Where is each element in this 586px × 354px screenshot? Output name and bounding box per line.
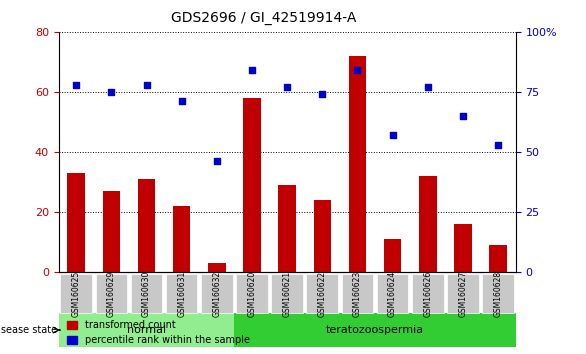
Text: GSM160629: GSM160629 xyxy=(107,270,116,317)
Point xyxy=(318,91,327,97)
Bar xyxy=(103,191,120,272)
Bar xyxy=(314,200,331,272)
Bar xyxy=(349,56,366,272)
Text: GSM160623: GSM160623 xyxy=(353,270,362,317)
FancyBboxPatch shape xyxy=(236,274,268,313)
Point xyxy=(71,82,81,87)
Bar xyxy=(278,185,296,272)
Text: teratozoospermia: teratozoospermia xyxy=(326,325,424,335)
Point xyxy=(493,142,503,148)
Text: normal: normal xyxy=(127,325,166,335)
Text: GSM160628: GSM160628 xyxy=(493,270,503,317)
FancyBboxPatch shape xyxy=(234,313,516,347)
Bar xyxy=(67,173,85,272)
FancyBboxPatch shape xyxy=(96,274,127,313)
FancyBboxPatch shape xyxy=(59,313,234,347)
Point xyxy=(142,82,151,87)
Bar xyxy=(454,224,472,272)
Point xyxy=(177,99,186,104)
Text: GDS2696 / GI_42519914-A: GDS2696 / GI_42519914-A xyxy=(171,11,356,25)
Text: disease state: disease state xyxy=(0,325,57,335)
Text: GSM160622: GSM160622 xyxy=(318,270,327,317)
Bar xyxy=(173,206,190,272)
Bar xyxy=(138,179,155,272)
Text: GSM160627: GSM160627 xyxy=(458,270,468,317)
FancyBboxPatch shape xyxy=(447,274,479,313)
Point xyxy=(423,84,432,90)
Bar xyxy=(243,98,261,272)
FancyBboxPatch shape xyxy=(482,274,514,313)
Bar xyxy=(489,245,507,272)
Text: GSM160631: GSM160631 xyxy=(177,270,186,317)
Bar xyxy=(384,239,401,272)
Point xyxy=(353,67,362,73)
FancyBboxPatch shape xyxy=(131,274,162,313)
FancyBboxPatch shape xyxy=(342,274,373,313)
Text: GSM160630: GSM160630 xyxy=(142,270,151,317)
Point xyxy=(107,89,116,95)
Point xyxy=(388,132,397,138)
Bar xyxy=(419,176,437,272)
Text: GSM160620: GSM160620 xyxy=(247,270,257,317)
FancyBboxPatch shape xyxy=(60,274,92,313)
FancyBboxPatch shape xyxy=(166,274,197,313)
Text: GSM160625: GSM160625 xyxy=(71,270,81,317)
FancyBboxPatch shape xyxy=(201,274,233,313)
FancyBboxPatch shape xyxy=(412,274,444,313)
Text: GSM160626: GSM160626 xyxy=(423,270,432,317)
Text: GSM160632: GSM160632 xyxy=(212,270,222,317)
FancyBboxPatch shape xyxy=(377,274,408,313)
Point xyxy=(282,84,292,90)
Bar xyxy=(208,263,226,272)
FancyBboxPatch shape xyxy=(271,274,303,313)
FancyBboxPatch shape xyxy=(306,274,338,313)
Point xyxy=(212,159,222,164)
Point xyxy=(458,113,468,119)
Text: GSM160621: GSM160621 xyxy=(282,270,292,317)
Text: GSM160624: GSM160624 xyxy=(388,270,397,317)
Legend: transformed count, percentile rank within the sample: transformed count, percentile rank withi… xyxy=(63,316,254,349)
Point xyxy=(247,67,257,73)
